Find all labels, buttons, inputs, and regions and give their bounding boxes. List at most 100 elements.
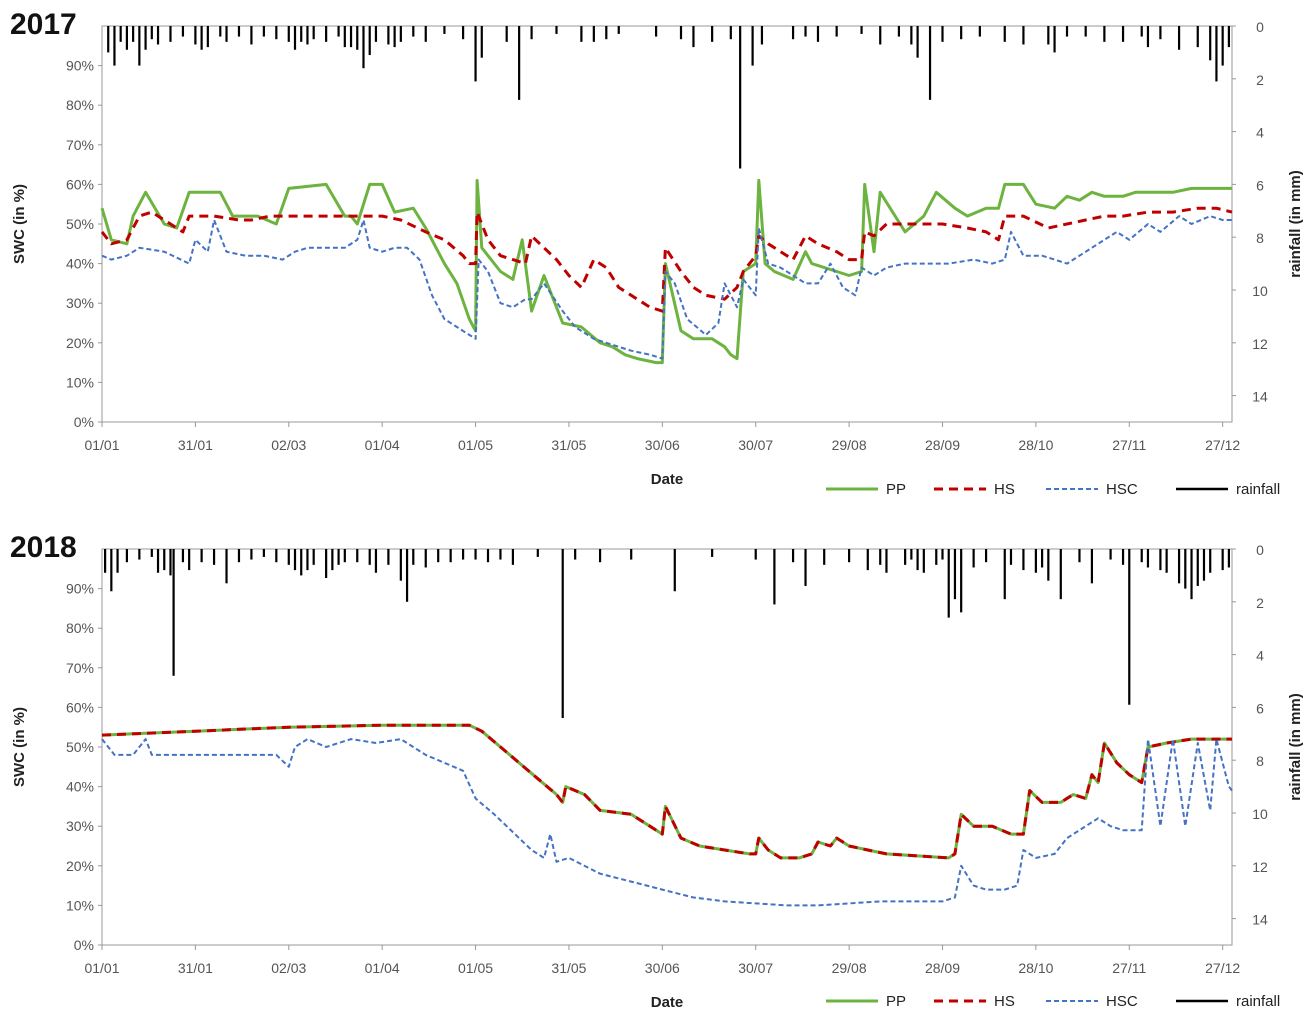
x-tick-label: 27/12 [1205,960,1240,976]
year-label: 2018 [10,531,77,564]
x-tick-label: 31/01 [178,437,213,453]
y-tick-label: 30% [66,818,94,834]
rainfall-series [107,26,1230,169]
y-tick-label: 0% [74,937,94,953]
legend-item-hsc: HSC [1046,993,1138,1010]
y2-tick-label: 6 [1256,700,1264,716]
x-tick-label: 30/07 [738,960,773,976]
series-line-hsc [101,738,1233,907]
x-tick-label: 30/06 [645,960,680,976]
y2-tick-label: 6 [1256,177,1264,193]
rainfall-series [104,549,1230,718]
x-tick-label: 01/05 [458,960,493,976]
y-tick-label: 90% [66,581,94,597]
y-tick-label: 80% [66,620,94,636]
y2-tick-label: 4 [1256,125,1264,141]
x-tick-label: 27/12 [1205,437,1240,453]
y-tick-label: 90% [66,58,94,74]
x-tick-label: 01/01 [84,437,119,453]
x-tick-label: 30/06 [645,437,680,453]
y2-tick-label: 14 [1252,389,1268,405]
legend-label: rainfall [1236,481,1280,498]
legend-item-hs: HS [934,481,1015,498]
y2-tick-label: 8 [1256,753,1264,769]
legend-item-hs: HS [934,993,1015,1010]
x-tick-label: 28/09 [925,960,960,976]
chart-2018: 2018 0% 10% 20% 30% 40% 50% 60% 70% 80% 90% 0 2 4 6 8 10… [10,531,1304,1011]
x-tick-label: 02/03 [271,437,306,453]
x-tick-label: 30/07 [738,437,773,453]
series-line-pp [100,178,1232,365]
x-tick-label: 28/10 [1018,960,1053,976]
series-line-hsc [101,215,1232,360]
y-tick-label: 30% [66,295,94,311]
x-tick-label: 31/05 [551,960,586,976]
legend-label: rainfall [1236,993,1280,1010]
legend-item-hsc: HSC [1046,481,1138,498]
y-tick-label: 50% [66,739,94,755]
legend-label: PP [886,993,906,1010]
series-line-hs [100,206,1233,313]
y2-tick-label: 0 [1256,19,1264,35]
x-tick-label: 28/09 [925,437,960,453]
y-tick-label: 50% [66,216,94,232]
y2-tick-label: 10 [1252,283,1268,299]
y-tick-label: 20% [66,858,94,874]
x-tick-label: 28/10 [1018,437,1053,453]
y-axis-title: SWC (in %) [11,707,28,787]
chart-panel-2018: 2018 0% 10% 20% 30% 40% 50% 60% 70% 80% 90% 0 2 4 6 8 10… [0,523,1311,1029]
x-tick-label: 01/05 [458,437,493,453]
series-line-hs [101,723,1232,860]
y-tick-label: 20% [66,335,94,351]
x-tick-label: 29/08 [832,437,867,453]
legend-item-pp: PP [826,993,906,1010]
legend-item-pp: PP [826,481,906,498]
x-tick-label: 31/05 [551,437,586,453]
x-axis-title: Date [651,994,684,1011]
y-tick-label: 60% [66,699,94,715]
y-tick-label: 40% [66,779,94,795]
y2-tick-label: 12 [1252,859,1268,875]
y-tick-label: 10% [66,374,94,390]
y2-axis-title: rainfall (in mm) [1287,170,1304,278]
y-tick-label: 70% [66,660,94,676]
chart-2017: 2017 0% 10% 20% 30% 40% 50% 60% 70% 80% 90% 0 2 4 6 8 10… [10,8,1304,498]
y2-tick-label: 2 [1256,72,1264,88]
y-tick-label: 10% [66,897,94,913]
x-tick-label: 27/11 [1112,437,1146,453]
chart-panel-2017: 2017 0% 10% 20% 30% 40% 50% 60% 70% 80% 90% 0 2 4 6 8 10… [0,0,1311,506]
x-tick-label: 29/08 [832,960,867,976]
legend-label: PP [886,481,906,498]
x-tick-label: 01/01 [84,960,119,976]
y2-tick-label: 10 [1252,806,1268,822]
legend-label: HSC [1106,993,1138,1010]
x-tick-label: 01/04 [365,960,400,976]
y2-tick-label: 4 [1256,648,1264,664]
y2-tick-label: 12 [1252,336,1268,352]
y-axis-title: SWC (in %) [11,184,28,264]
x-axis-title: Date [651,471,684,488]
y-tick-label: 70% [66,137,94,153]
y-tick-label: 40% [66,256,94,272]
x-tick-label: 02/03 [271,960,306,976]
y-tick-label: 0% [74,414,94,430]
y-tick-label: 80% [66,97,94,113]
series-line-pp [101,723,1232,860]
legend-label: HSC [1106,481,1138,498]
year-label: 2017 [10,8,77,41]
legend-label: HS [994,481,1015,498]
legend-item-rainfall: rainfall [1176,993,1280,1010]
y-tick-label: 60% [66,176,94,192]
plot-frame [101,25,1233,423]
y2-tick-label: 2 [1256,595,1264,611]
x-tick-label: 27/11 [1112,960,1146,976]
x-tick-label: 31/01 [178,960,213,976]
x-tick-label: 01/04 [365,437,400,453]
legend-label: HS [994,993,1015,1010]
y2-tick-label: 14 [1252,912,1268,928]
y2-axis-title: rainfall (in mm) [1287,693,1304,801]
y2-tick-label: 0 [1256,542,1264,558]
y2-tick-label: 8 [1256,230,1264,246]
legend-item-rainfall: rainfall [1176,481,1280,498]
plot-frame [101,548,1233,946]
